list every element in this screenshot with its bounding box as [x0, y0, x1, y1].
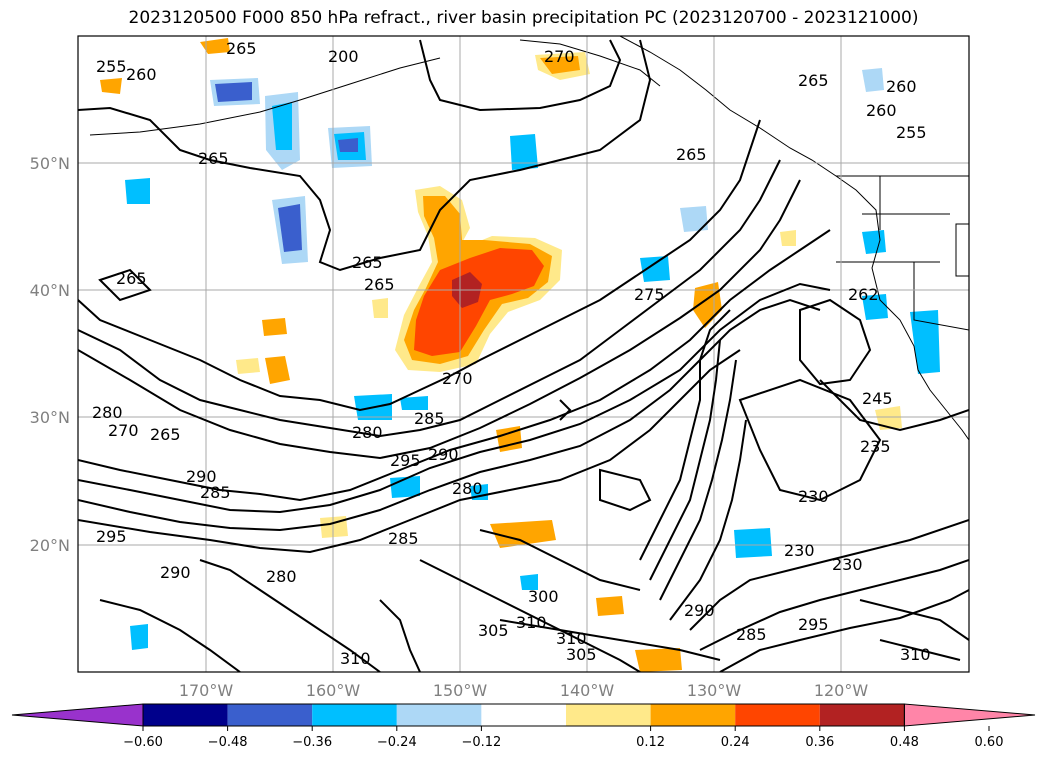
- contour-label: 275: [634, 285, 665, 304]
- contour-label: 265: [798, 71, 829, 90]
- contour-label: 285: [414, 409, 445, 428]
- lon-label: 130°W: [687, 681, 742, 700]
- colorbar-tick-label: −0.36: [292, 735, 332, 750]
- colorbar-tick-label: 0.24: [721, 735, 750, 750]
- contour-label: 270: [544, 47, 575, 66]
- contour-label: 295: [96, 527, 127, 546]
- lon-label: 170°W: [179, 681, 234, 700]
- contour-label: 285: [200, 483, 231, 502]
- contour-label: 235: [860, 437, 891, 456]
- colorbar-segment: [735, 704, 820, 726]
- contour-label: 310: [556, 629, 587, 648]
- contour-label: 265: [116, 269, 147, 288]
- contour-label: 255: [96, 57, 127, 76]
- contour-label: 305: [478, 621, 509, 640]
- contour-label: 260: [126, 65, 157, 84]
- contour-label: 260: [866, 101, 897, 120]
- colorbar-segment: [650, 704, 736, 726]
- lat-axis: 50°N 40°N 30°N 20°N: [30, 154, 70, 555]
- contour-label: 305: [566, 645, 597, 664]
- contour-label: 230: [832, 555, 863, 574]
- contour-label: 290: [428, 445, 459, 464]
- lon-label: 140°W: [560, 681, 615, 700]
- lon-axis: 170°W 160°W 150°W 140°W 130°W 120°W: [179, 681, 869, 700]
- contour-label: 230: [798, 487, 829, 506]
- colorbar-tick-label: −0.24: [377, 735, 417, 750]
- colorbar-segment: [227, 704, 313, 726]
- contour-label: 280: [266, 567, 297, 586]
- colorbar-tick-label: 0.48: [890, 735, 919, 750]
- colorbar: −0.60 −0.48 −0.36 −0.24 −0.12 0.12 0.24 0.36 0.4…: [11, 703, 1036, 750]
- lon-label: 150°W: [433, 681, 488, 700]
- contour-label: 255: [896, 123, 927, 142]
- contour-label: 310: [516, 613, 547, 632]
- colorbar-tick-label: 0.60: [975, 735, 1004, 750]
- colorbar-tick-label: −0.60: [123, 735, 163, 750]
- contour-label: 265: [226, 39, 257, 58]
- contour-label: 290: [160, 563, 191, 582]
- contour-label: 280: [92, 403, 123, 422]
- contour-label: 265: [676, 145, 707, 164]
- contour-label: 290: [684, 601, 715, 620]
- map-plot-area: 255 260 265 200 270 265 260 255 260 265 …: [78, 36, 969, 672]
- contour-label: 290: [186, 467, 217, 486]
- contour-label: 300: [528, 587, 559, 606]
- colorbar-tick-label: −0.12: [461, 735, 501, 750]
- contour-label: 310: [900, 645, 931, 664]
- contour-label: 285: [736, 625, 767, 644]
- colorbar-segment: [143, 704, 228, 726]
- contour-label: 270: [108, 421, 139, 440]
- lat-label: 40°N: [30, 281, 70, 300]
- contour-labels: 255 260 265 200 270 265 260 255 260 265 …: [92, 39, 931, 668]
- contour-label: 265: [198, 149, 229, 168]
- colorbar-segment: [312, 704, 397, 726]
- refractivity-contours: [78, 39, 969, 672]
- contour-label: 310: [340, 649, 371, 668]
- map-title: 2023120500 F000 850 hPa refract., river …: [128, 8, 919, 28]
- contour-label: 295: [798, 615, 829, 634]
- contour-label: 230: [784, 541, 815, 560]
- map-frame: [77, 35, 970, 673]
- colorbar-frame: [142, 703, 905, 727]
- lat-label: 30°N: [30, 408, 70, 427]
- contour-label: 265: [364, 275, 395, 294]
- colorbar-extend-low: [11, 703, 144, 727]
- lon-label: 160°W: [306, 681, 361, 700]
- contour-label: 245: [862, 389, 893, 408]
- contour-label: 262: [848, 285, 879, 304]
- contour-label: 280: [452, 479, 483, 498]
- contour-label: 265: [352, 253, 383, 272]
- contour-label: 200: [328, 47, 359, 66]
- colorbar-extend-high: [903, 703, 1036, 727]
- lat-label: 20°N: [30, 536, 70, 555]
- contour-label: 260: [886, 77, 917, 96]
- colorbar-tick-label: −0.48: [208, 735, 248, 750]
- colorbar-tick-label: 0.12: [636, 735, 665, 750]
- contour-label: 280: [352, 423, 383, 442]
- lat-label: 50°N: [30, 154, 70, 173]
- colorbar-segment: [481, 704, 566, 726]
- contour-label: 265: [150, 425, 181, 444]
- colorbar-segment: [396, 704, 482, 726]
- contour-label: 270: [442, 369, 473, 388]
- colorbar-segment: [819, 704, 905, 726]
- colorbar-tick-label: 0.36: [805, 735, 834, 750]
- contour-label: 295: [390, 451, 421, 470]
- lon-label: 120°W: [814, 681, 869, 700]
- colorbar-segment: [566, 704, 651, 726]
- contour-label: 285: [388, 529, 419, 548]
